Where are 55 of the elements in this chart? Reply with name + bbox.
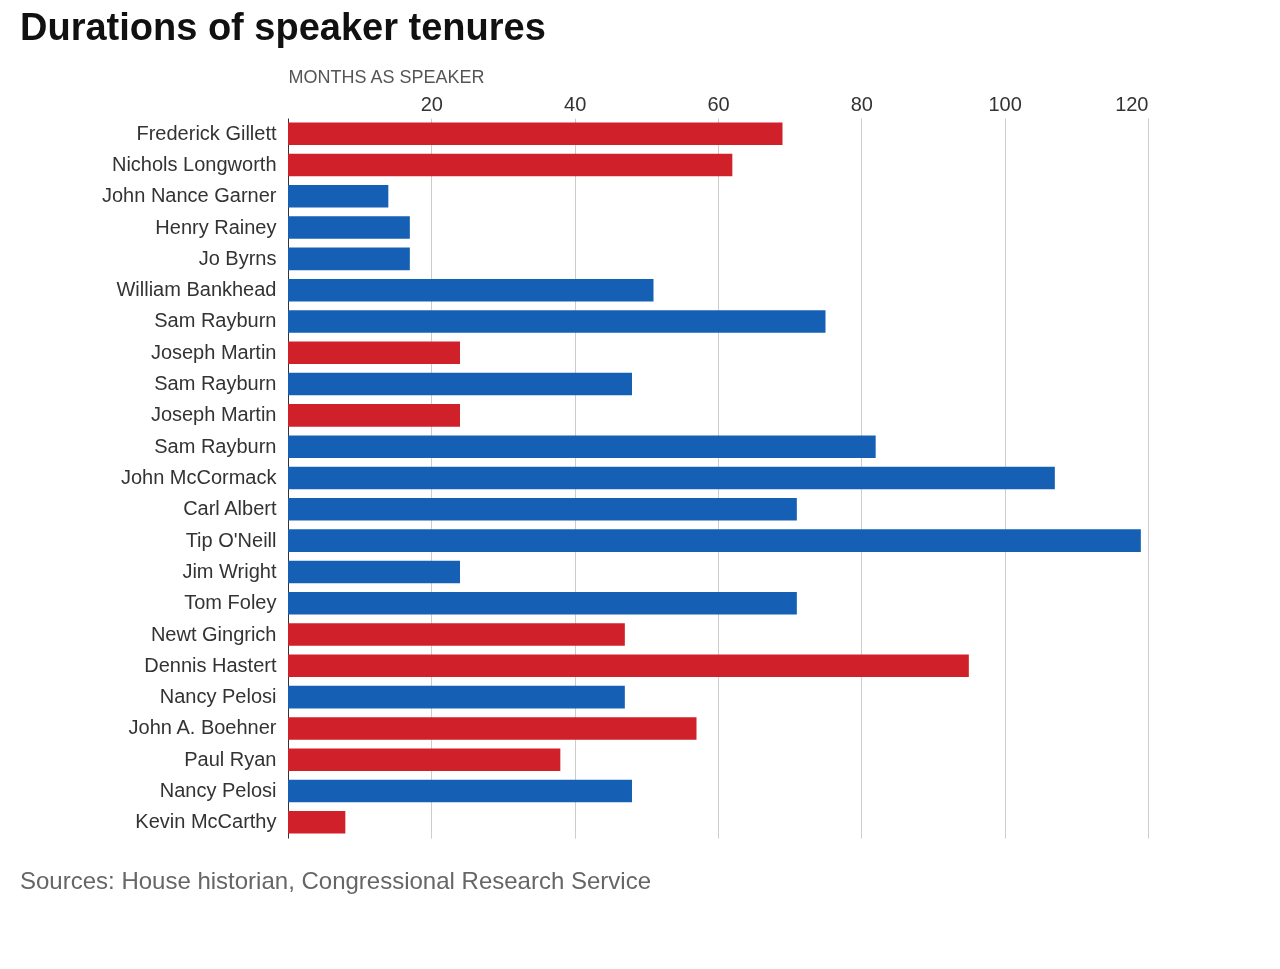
y-tick-label: Frederick Gillett xyxy=(136,121,277,144)
y-tick-label: Tom Foley xyxy=(184,591,277,614)
y-tick-label: John Nance Garner xyxy=(101,184,277,207)
x-tick-label: 60 xyxy=(707,92,730,115)
x-tick-label: 20 xyxy=(420,92,443,115)
bar xyxy=(288,623,625,646)
bar xyxy=(288,184,389,208)
bar xyxy=(288,591,797,615)
x-axis-title: MONTHS AS SPEAKER xyxy=(288,66,485,87)
bar xyxy=(288,310,826,333)
bar xyxy=(288,748,561,772)
bar xyxy=(288,404,460,427)
bar xyxy=(288,466,1055,490)
x-tick-label: 100 xyxy=(988,92,1022,115)
x-tick-label: 80 xyxy=(850,92,873,115)
bar xyxy=(288,372,632,396)
y-tick-label: Carl Albert xyxy=(183,497,277,520)
bar xyxy=(288,685,625,709)
chart-title: Durations of speaker tenures xyxy=(20,6,546,48)
bar xyxy=(288,529,1141,552)
bar xyxy=(288,153,733,177)
y-tick-label: Nichols Longworth xyxy=(111,152,277,175)
y-tick-label: John A. Boehner xyxy=(128,716,277,739)
y-tick-label: Sam Rayburn xyxy=(154,309,277,332)
y-tick-label: Dennis Hastert xyxy=(144,653,277,676)
bar xyxy=(288,278,654,302)
y-tick-label: Tip O'Neill xyxy=(185,528,277,551)
bar xyxy=(288,341,460,365)
bar xyxy=(288,811,346,834)
y-tick-label: Sam Rayburn xyxy=(154,372,277,395)
bar xyxy=(288,560,460,584)
bar xyxy=(288,779,632,803)
y-tick-label: Jo Byrns xyxy=(198,246,277,269)
y-tick-label: Jim Wright xyxy=(182,559,277,582)
y-tick-label: Joseph Martin xyxy=(150,403,277,426)
y-tick-label: William Bankhead xyxy=(116,278,277,301)
x-tick-label: 40 xyxy=(564,92,587,115)
y-tick-label: Nancy Pelosi xyxy=(159,779,277,802)
y-tick-label: Sam Rayburn xyxy=(154,434,277,457)
y-tick-label: Newt Gingrich xyxy=(150,622,277,645)
bar xyxy=(288,654,969,678)
bar xyxy=(288,435,876,458)
y-tick-label: Nancy Pelosi xyxy=(159,685,277,708)
y-tick-label: Kevin McCarthy xyxy=(135,810,277,833)
y-tick-label: Henry Rainey xyxy=(155,215,277,238)
bar xyxy=(288,498,797,521)
y-tick-label: Joseph Martin xyxy=(150,340,277,363)
bar xyxy=(288,216,410,239)
x-tick-label: 120 xyxy=(1115,92,1149,115)
bar xyxy=(288,717,697,740)
bar xyxy=(288,247,410,271)
y-tick-label: John McCormack xyxy=(120,466,278,488)
y-tick-label: Paul Ryan xyxy=(184,747,277,770)
source-note: Sources: House historian, Congressional Research Service xyxy=(20,867,651,894)
bar xyxy=(288,122,783,145)
